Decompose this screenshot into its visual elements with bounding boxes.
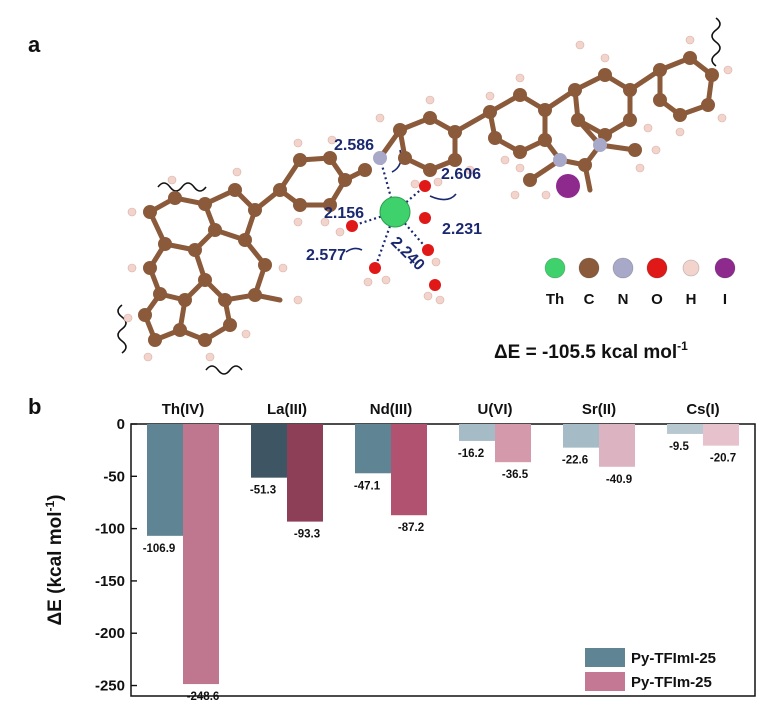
bar-value-label: -20.7 [710, 453, 736, 465]
bar-chart: 0 -50 -100 -150 -200 -250 Th(IV) -106.9 -248.6 La… [95, 401, 756, 702]
bar-value-label: -47.1 [354, 480, 381, 492]
atoms [123, 35, 733, 362]
bar-py-tfim-25 [703, 424, 739, 446]
legend-atom-i-marker [714, 257, 736, 279]
bar-value-label: -40.9 [606, 474, 632, 486]
wavy-cut-line [205, 365, 243, 375]
bar-py-tfimi-25 [355, 424, 391, 474]
legend-label: Py-TFImI-25 [631, 650, 716, 667]
category-label: Nd(III) [370, 401, 413, 418]
bar-py-tfim-25 [495, 424, 531, 463]
bar-py-tfimi-25 [667, 424, 703, 434]
legend-swatch [585, 672, 625, 691]
legend-atom-o-marker [646, 257, 668, 279]
distance-label: 2.240 [387, 234, 427, 274]
plot-frame [130, 423, 756, 697]
legend-atom-label: Th [546, 291, 564, 308]
atom-legend: Th C N O H I [544, 257, 736, 308]
molecule-illustration: 2.586 2.606 2.156 2.231 2.577 2.240 [117, 17, 733, 375]
wavy-cut-line [157, 182, 207, 192]
bar-py-tfim-25 [287, 424, 323, 522]
bar-py-tfim-25 [599, 424, 635, 467]
legend-label: Py-TFIm-25 [631, 674, 712, 691]
bar-value-label: -36.5 [502, 469, 529, 481]
legend-atom-label: O [651, 291, 663, 308]
y-tick-label: -50 [103, 468, 125, 485]
distance-arrows [345, 149, 457, 253]
bar-value-label: -9.5 [669, 441, 689, 453]
category-label: Th(IV) [162, 401, 205, 418]
y-tick-label: -200 [95, 625, 125, 642]
bar-value-label: -248.6 [187, 691, 220, 702]
y-axis-label: ΔE (kcal mol-1) [43, 495, 66, 626]
y-tick-label: -250 [95, 678, 125, 695]
bar-value-label: -51.3 [250, 485, 276, 497]
category-label: U(VI) [478, 401, 513, 418]
bar-value-label: -16.2 [458, 448, 484, 460]
category-label: La(III) [267, 401, 307, 418]
legend-atom-h-marker [682, 259, 700, 277]
distance-label: 2.231 [442, 221, 482, 238]
bar-py-tfimi-25 [147, 424, 183, 536]
bar-py-tfim-25 [391, 424, 427, 516]
bar-py-tfim-25 [183, 424, 219, 685]
category-label: Cs(I) [686, 401, 719, 418]
bar-py-tfimi-25 [251, 424, 287, 478]
legend-atom-label: H [686, 291, 697, 308]
distance-label: 2.577 [306, 247, 346, 264]
bar-py-tfimi-25 [563, 424, 599, 448]
panel-a-label: a [28, 32, 41, 57]
bar-value-label: -22.6 [562, 455, 588, 467]
bar-value-label: -106.9 [143, 543, 176, 555]
legend-atom-c-marker [578, 257, 600, 279]
legend-atom-n-marker [612, 257, 634, 279]
distance-label: 2.586 [334, 137, 374, 154]
bar-py-tfimi-25 [459, 424, 495, 441]
y-tick-label: -150 [95, 573, 125, 590]
legend-atom-label: N [618, 291, 629, 308]
legend-atom-th-marker [544, 257, 566, 279]
wavy-cut-line [117, 304, 127, 354]
y-tick-label: -100 [95, 521, 125, 538]
bar-value-label: -93.3 [294, 529, 320, 541]
distance-label: 2.606 [441, 166, 481, 183]
panel-b-label: b [28, 394, 41, 419]
bar-value-label: -87.2 [398, 522, 424, 534]
legend-atom-label: I [723, 291, 727, 308]
binding-energy-text: ΔE = -105.5 kcal mol-1 [494, 339, 688, 363]
legend-atom-label: C [584, 291, 595, 308]
distance-label: 2.156 [324, 205, 364, 222]
wavy-cut-line [711, 17, 721, 67]
legend-swatch [585, 648, 625, 667]
y-tick-label: 0 [117, 416, 125, 433]
category-label: Sr(II) [582, 401, 616, 418]
